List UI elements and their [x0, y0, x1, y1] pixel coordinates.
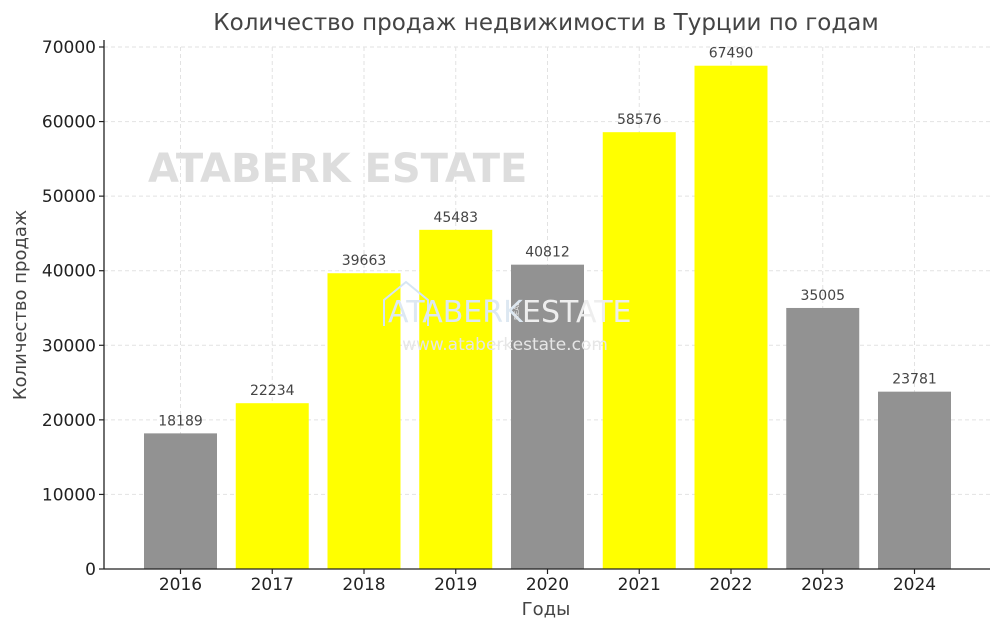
bar-2023 [786, 307, 860, 569]
data-label-2021: 58576 [617, 112, 662, 128]
x-tick-label-2019: 2019 [434, 575, 477, 595]
bar-2016 [144, 433, 217, 569]
data-label-2020: 40812 [525, 245, 570, 261]
y-tick-label: 40000 [42, 262, 96, 282]
x-tick-label-2021: 2021 [618, 575, 661, 595]
data-label-2023: 35005 [800, 288, 845, 304]
x-tick-label-2017: 2017 [251, 575, 294, 595]
y-tick-label: 0 [85, 560, 96, 580]
watermark-logo-small: REAL [513, 302, 521, 320]
data-label-2022: 67490 [709, 46, 754, 62]
x-tick-label-2018: 2018 [342, 575, 385, 595]
watermark-logo: ATABERK REAL ESTATE www.ataberkestate.co… [383, 280, 631, 355]
x-tick-label-2020: 2020 [526, 575, 569, 595]
x-tick-label-2022: 2022 [709, 575, 752, 595]
data-label-2016: 18189 [158, 413, 203, 429]
bar-2017 [235, 403, 309, 569]
y-axis-ticks: 0 10000 20000 30000 40000 50000 60000 70000 [42, 38, 104, 580]
watermark-url: www.ataberkestate.com [402, 335, 608, 355]
x-axis-ticks: 2016 2017 2018 2019 2020 2021 2022 2023 2024 [159, 569, 936, 595]
y-tick-label: 70000 [42, 38, 96, 58]
x-tick-label-2024: 2024 [893, 575, 936, 595]
y-tick-label: 20000 [42, 411, 96, 431]
bar-2020 [511, 264, 584, 569]
y-tick-label: 10000 [42, 485, 96, 505]
data-label-2017: 22234 [250, 383, 295, 399]
bar-2024 [878, 391, 951, 569]
x-axis-label: Годы [522, 599, 571, 620]
watermark-text: ATABERK ESTATE [148, 146, 527, 192]
bar-2018 [327, 273, 401, 569]
watermark-logo-left: ATABERK [388, 295, 524, 330]
y-axis-label: Количество продаж [10, 210, 31, 400]
bar-2022 [694, 65, 768, 569]
y-tick-label: 50000 [42, 187, 96, 207]
y-tick-label: 60000 [42, 113, 96, 133]
chart-title: Количество продаж недвижимости в Турции … [213, 10, 878, 36]
x-tick-label-2016: 2016 [159, 575, 202, 595]
data-label-2024: 23781 [892, 372, 937, 388]
bar-2019 [419, 229, 493, 569]
y-tick-label: 30000 [42, 336, 96, 356]
house-icon [383, 280, 429, 326]
watermark-logo-right: ESTATE [522, 295, 631, 330]
data-label-2018: 39663 [342, 253, 387, 269]
bars-group: 18189 22234 39663 45483 40812 58576 67490 35005… [144, 46, 951, 569]
x-tick-label-2023: 2023 [801, 575, 844, 595]
data-label-2019: 45483 [433, 210, 478, 226]
bar-2021 [602, 132, 676, 569]
